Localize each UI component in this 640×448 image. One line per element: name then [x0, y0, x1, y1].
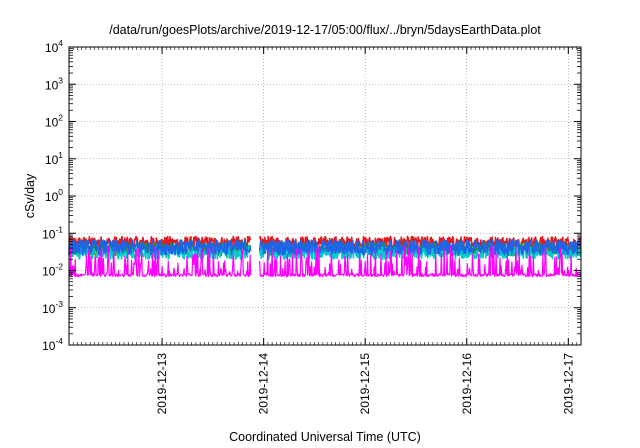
series-line-5: [68, 245, 582, 278]
x-tick-label: 2019-12-16: [460, 353, 474, 415]
y-axis-label: cSv/day: [23, 173, 37, 218]
y-tick-label: 100: [45, 187, 63, 204]
y-tick-base: 10: [45, 78, 59, 92]
y-tick-base: 10: [42, 265, 56, 279]
y-tick-base: 10: [42, 302, 56, 316]
x-tick-label: 2019-12-14: [257, 353, 271, 415]
axis-ticks: [68, 46, 582, 346]
y-tick-exponent: -4: [55, 336, 63, 346]
y-tick-base: 10: [45, 116, 59, 130]
chart-title: /data/run/goesPlots/archive/2019-12-17/0…: [109, 23, 541, 37]
y-tick-label: 10-2: [42, 262, 63, 279]
y-tick-label: 10-4: [42, 336, 63, 353]
y-tick-base: 10: [45, 190, 59, 204]
x-tick-label: 2019-12-15: [358, 353, 372, 415]
y-tick-base: 10: [42, 339, 56, 353]
y-tick-exponent: 3: [58, 75, 63, 85]
x-axis-label: Coordinated Universal Time (UTC): [229, 430, 421, 444]
y-tick-exponent: -3: [55, 299, 63, 309]
y-tick-label: 101: [45, 150, 63, 167]
grid-lines: [69, 47, 581, 345]
x-tick-labels: 2019-12-13 2019-12-14 2019-12-15 2019-12-16…: [155, 353, 575, 415]
x-tick-label: 2019-12-17: [561, 353, 575, 415]
y-tick-label: 104: [45, 38, 63, 55]
y-tick-label: 103: [45, 75, 63, 92]
x-tick-label: 2019-12-13: [155, 353, 169, 415]
y-tick-exponent: 4: [58, 38, 63, 48]
y-tick-exponent: 0: [58, 187, 63, 197]
y-tick-exponent: -1: [55, 224, 63, 234]
y-tick-base: 10: [45, 153, 59, 167]
y-tick-label: 102: [45, 113, 63, 130]
y-tick-base: 10: [45, 41, 59, 55]
y-tick-label: 10-1: [42, 224, 63, 241]
y-tick-exponent: -2: [55, 262, 63, 272]
y-tick-exponent: 2: [58, 113, 63, 123]
y-tick-exponent: 1: [58, 150, 63, 160]
series-line-4: [68, 239, 582, 256]
data-series: [68, 235, 582, 278]
y-tick-label: 10-3: [42, 299, 63, 316]
y-tick-base: 10: [42, 227, 56, 241]
